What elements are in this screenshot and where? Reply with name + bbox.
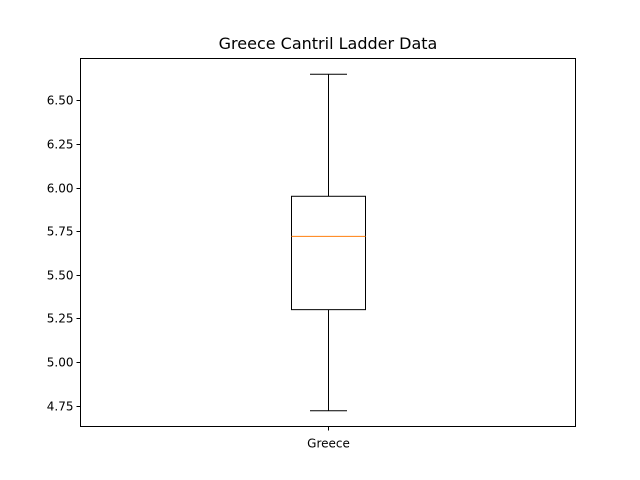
y-axis: 4.75 5.00 5.25 5.50 5.75 6.00 6.25 6.50: [47, 94, 81, 414]
box-series: [291, 73, 366, 412]
y-tick-label: 5.75: [47, 225, 74, 239]
y-tick-label: 4.75: [47, 400, 74, 414]
y-tick-label: 5.50: [47, 269, 74, 283]
x-axis: Greece: [307, 426, 350, 451]
y-tick-label: 6.25: [47, 138, 74, 152]
x-tick-label: Greece: [307, 437, 350, 451]
y-tick-label: 5.25: [47, 312, 74, 326]
y-tick-label: 6.50: [47, 94, 74, 108]
y-tick-label: 6.00: [47, 182, 74, 196]
y-tick-label: 5.00: [47, 356, 74, 370]
box-iqr: [291, 195, 366, 311]
chart-title: Greece Cantril Ladder Data: [219, 34, 438, 53]
